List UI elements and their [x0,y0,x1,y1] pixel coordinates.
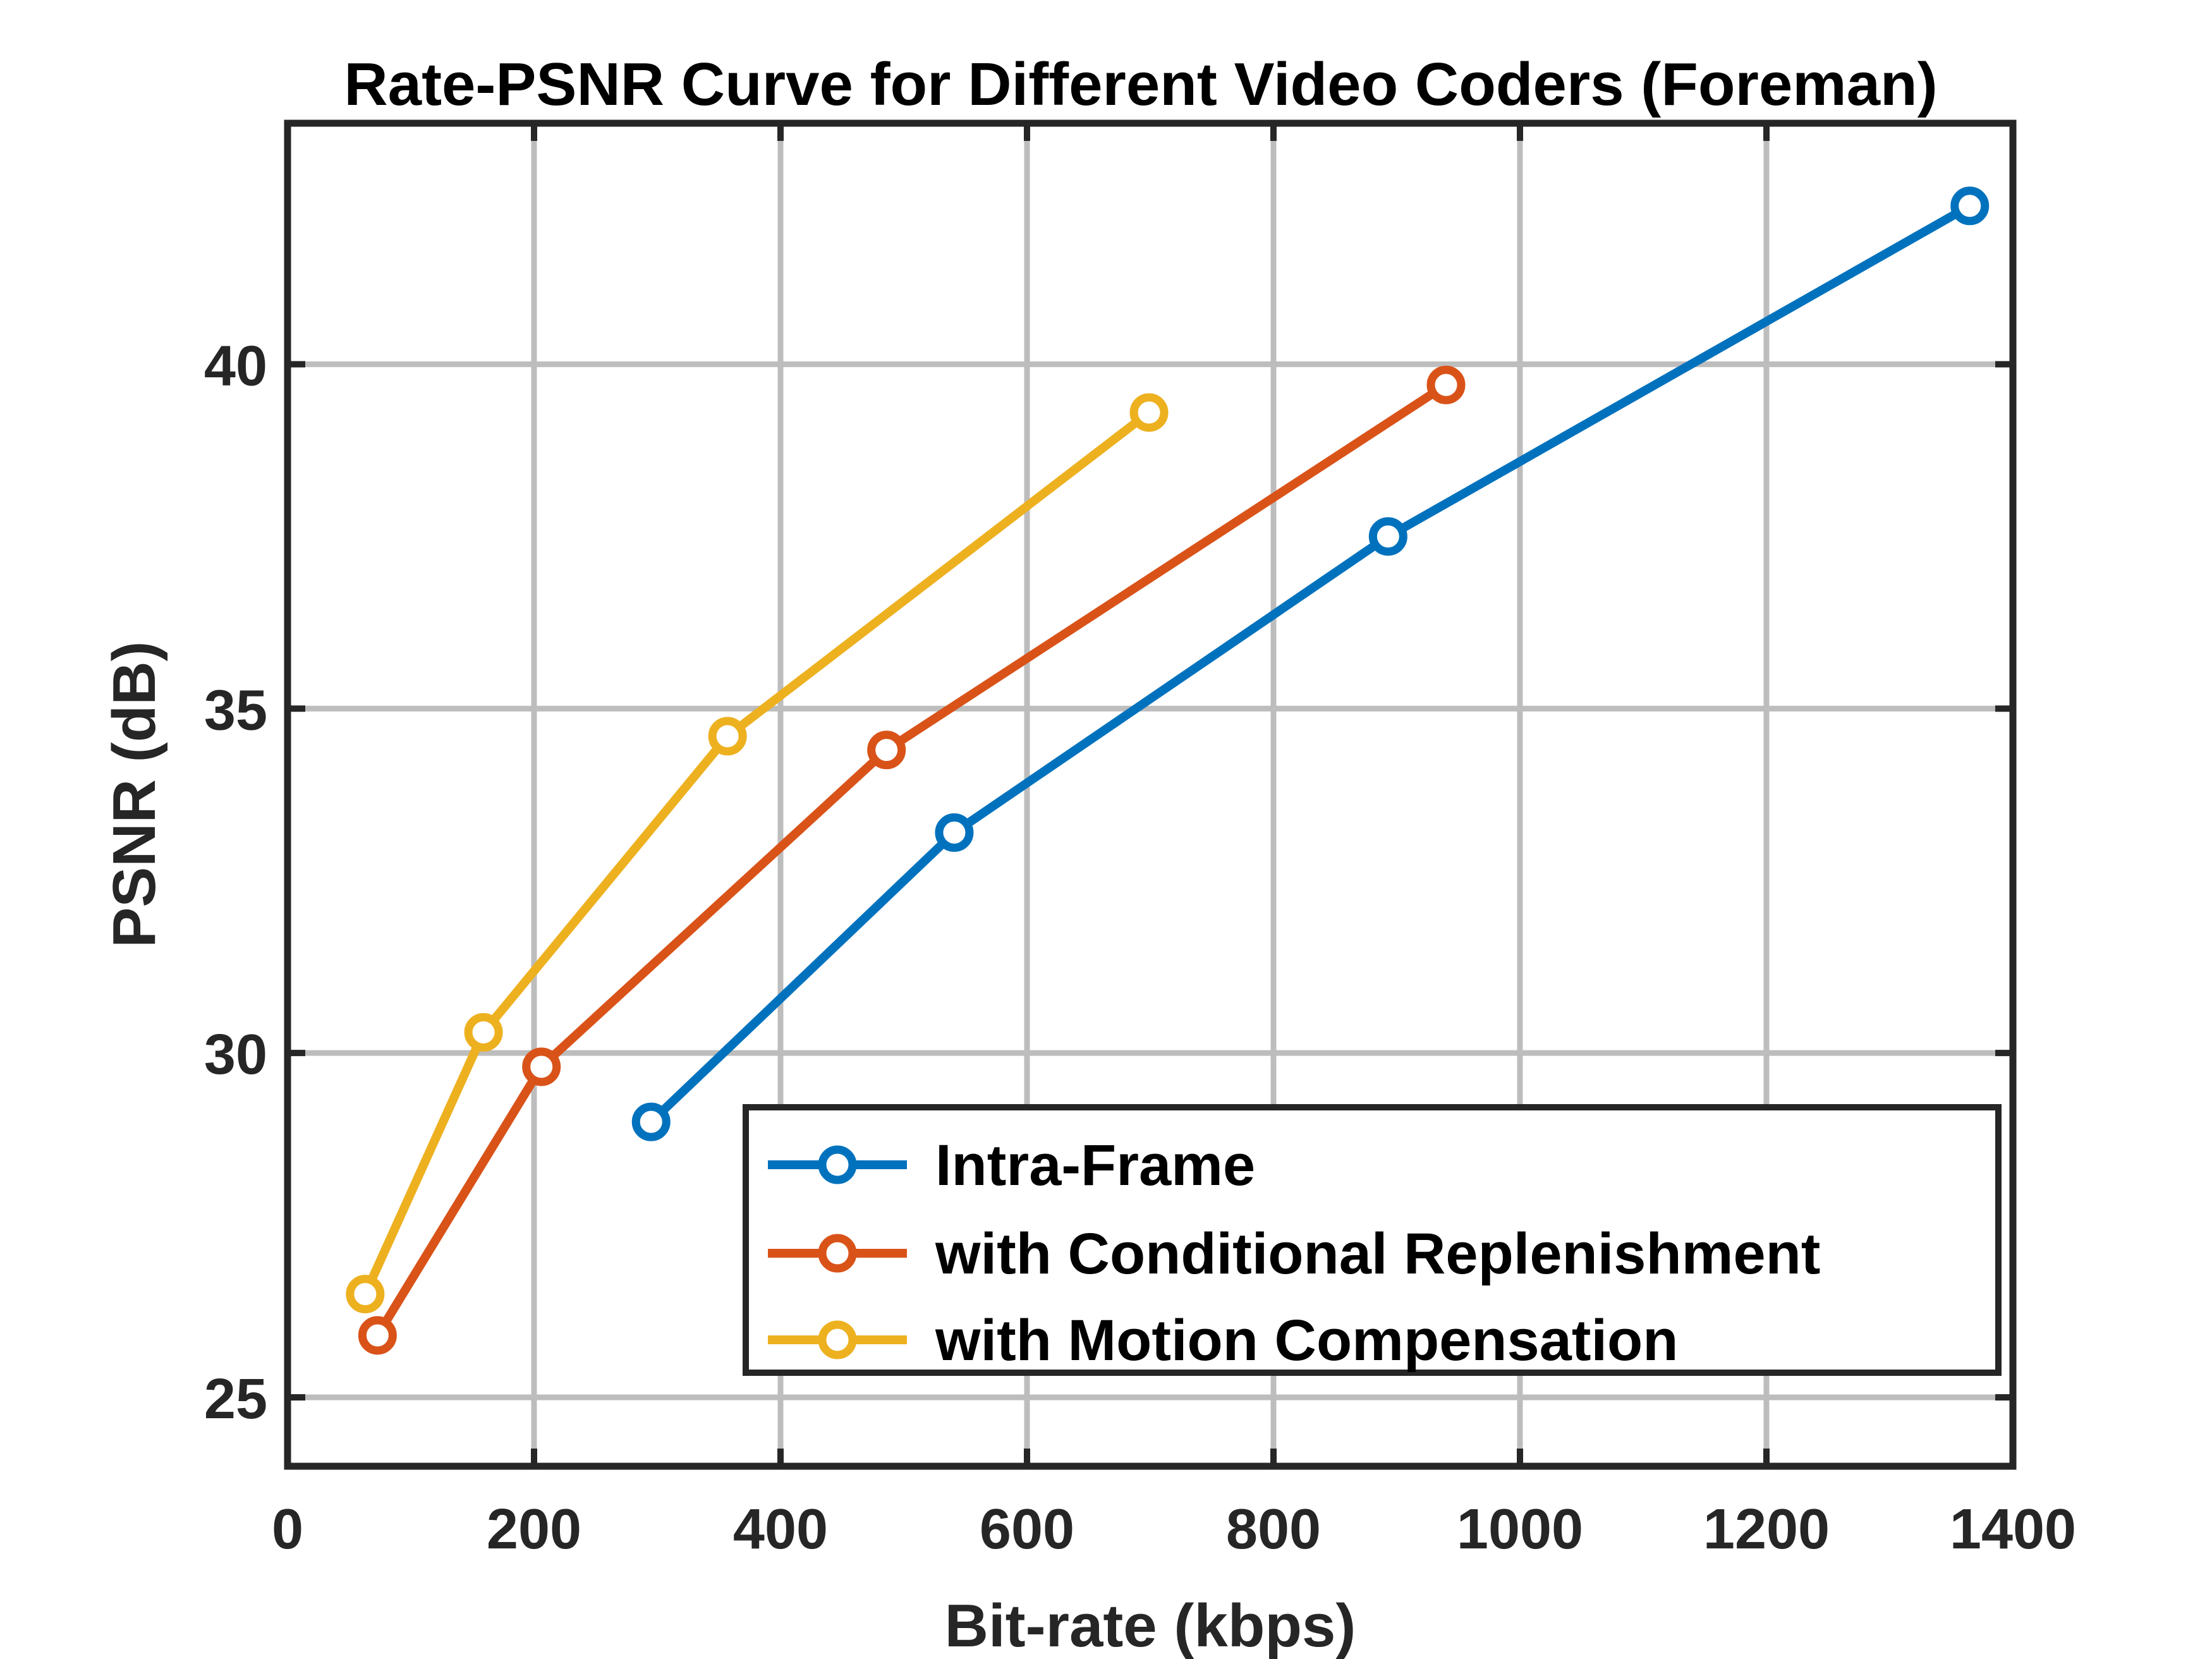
series-3 [346,393,1169,1314]
x-tick-label: 1000 [1457,1498,1583,1561]
data-point [867,731,906,770]
x-tick-label: 1200 [1703,1498,1830,1561]
x-tick-label: 800 [1226,1498,1321,1561]
legend-items: Intra-Frame with Conditional Replenishmen… [768,1133,1820,1373]
data-point [631,1102,671,1141]
data-point [1950,186,1990,226]
axes-frame [284,119,2017,1470]
legend-box [743,1104,2002,1376]
x-tick-label: 1400 [1950,1498,2076,1561]
series-layer [346,186,1990,1355]
legend-item: with Conditional Replenishment [768,1222,1820,1286]
data-point [708,717,747,756]
y-axis-label: PSNR (dB) [100,641,168,947]
series-line [647,201,1974,1127]
y-axis-tick-labels: 25 30 35 40 [204,334,267,1431]
x-tick-label: 400 [733,1498,828,1561]
data-point [1129,393,1169,432]
legend-swatch-marker [818,1320,857,1359]
legend-item: with Motion Compensation [768,1308,1678,1373]
grid [288,123,2013,1466]
data-point [935,813,974,852]
x-axis-tick-labels: 0 200 400 600 800 1000 1200 1400 [272,1498,2076,1561]
legend-label: with Conditional Replenishment [935,1222,1820,1286]
chart-title: Rate-PSNR Curve for Different Video Code… [344,51,1937,118]
data-point [522,1047,561,1086]
data-point [346,1275,385,1314]
x-tick-label: 200 [487,1498,581,1561]
y-tick-label: 40 [204,334,267,398]
legend-item: Intra-Frame [768,1133,1255,1198]
legend-swatch-marker [818,1145,857,1184]
x-tick-label: 0 [272,1498,303,1561]
legend: Intra-Frame with Conditional Replenishmen… [743,1104,2002,1376]
legend-label: with Motion Compensation [935,1308,1678,1373]
data-point [358,1316,397,1355]
series-1 [631,186,1990,1141]
series-line [360,408,1153,1299]
x-tick-label: 600 [980,1498,1074,1561]
y-tick-label: 25 [204,1368,267,1431]
legend-swatch-marker [818,1234,857,1273]
series-2 [358,365,1466,1355]
data-point [464,1012,503,1052]
y-tick-label: 35 [204,679,267,742]
series-line [373,380,1450,1340]
data-point [1426,365,1466,404]
legend-label: Intra-Frame [935,1133,1255,1198]
x-axis-label: Bit-rate (kbps) [945,1592,1356,1659]
y-tick-label: 30 [204,1023,267,1086]
data-point [1368,517,1407,556]
